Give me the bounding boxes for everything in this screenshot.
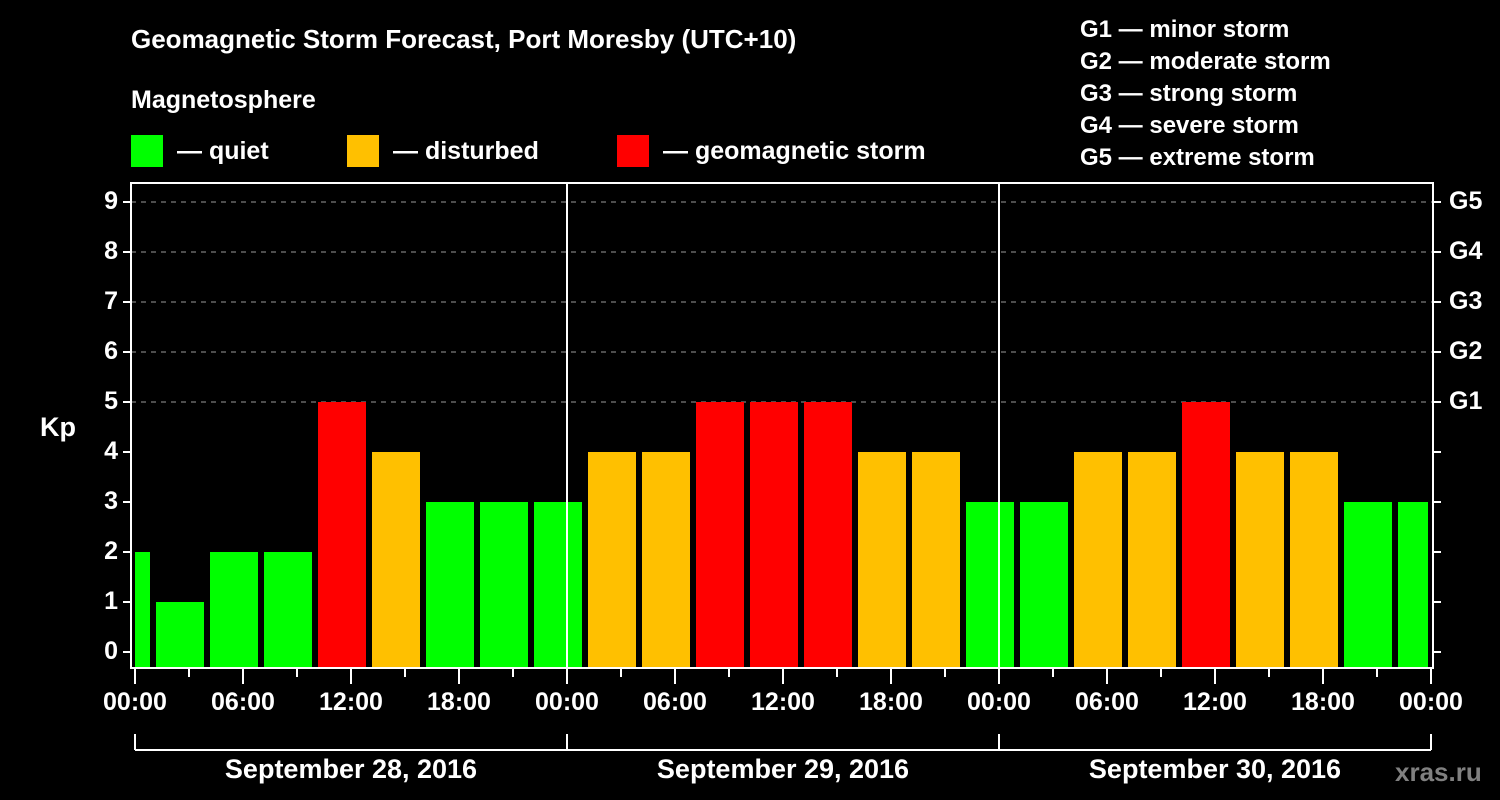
date-label: September 29, 2016 xyxy=(656,754,910,784)
x-tick-label: 18:00 xyxy=(1291,688,1355,716)
x-tick-label: 06:00 xyxy=(1075,688,1139,716)
legend-quiet: — quiet xyxy=(131,134,269,168)
legend-swatch-disturbed xyxy=(347,135,379,167)
kp-bar-disturbed xyxy=(1128,452,1176,667)
y-tick-label: 2 xyxy=(104,537,118,565)
x-tick-label: 12:00 xyxy=(751,688,815,716)
x-tick-label: 00:00 xyxy=(535,688,599,716)
g-scale-legend: G1 — minor storm G2 — moderate storm G3 … xyxy=(1080,14,1331,174)
y-tick-label: 5 xyxy=(104,387,118,415)
g-tick-label: G3 xyxy=(1449,287,1483,315)
kp-bar-storm xyxy=(750,402,798,667)
legend-label-storm: — geomagnetic storm xyxy=(663,136,926,165)
kp-bar-quiet xyxy=(1398,502,1428,667)
x-tick-label: 12:00 xyxy=(1183,688,1247,716)
legend-swatch-storm xyxy=(617,135,649,167)
legend-storm: — geomagnetic storm xyxy=(617,134,926,168)
date-label: September 30, 2016 xyxy=(1088,754,1342,784)
g-tick-label: G4 xyxy=(1449,237,1483,265)
kp-bar-quiet xyxy=(534,502,582,667)
g1-legend: G1 — minor storm xyxy=(1080,16,1290,43)
kp-bar-quiet xyxy=(480,502,528,667)
kp-bar-quiet xyxy=(210,552,258,667)
legend-label-disturbed: — disturbed xyxy=(393,136,539,165)
x-tick-label: 18:00 xyxy=(859,688,923,716)
x-tick-label: 06:00 xyxy=(211,688,275,716)
kp-bar-storm xyxy=(696,402,744,667)
y-tick-label: 7 xyxy=(104,287,118,315)
g2-legend: G2 — moderate storm xyxy=(1080,48,1331,75)
kp-bar-disturbed xyxy=(372,452,420,667)
kp-bar-storm xyxy=(318,402,366,667)
g5-legend: G5 — extreme storm xyxy=(1080,144,1315,171)
legend-label-quiet: — quiet xyxy=(177,136,269,165)
magnetosphere-label: Magnetosphere xyxy=(131,86,316,114)
date-label: September 28, 2016 xyxy=(224,754,478,784)
kp-bar-disturbed xyxy=(1290,452,1338,667)
legend-swatch-quiet xyxy=(131,135,163,167)
y-axis-label: Kp xyxy=(40,412,76,442)
kp-bar-quiet xyxy=(1344,502,1392,667)
kp-bar-disturbed xyxy=(912,452,960,667)
legend-disturbed: — disturbed xyxy=(347,134,539,168)
x-tick-label: 12:00 xyxy=(319,688,383,716)
kp-bar-disturbed xyxy=(1074,452,1122,667)
chart-title: Geomagnetic Storm Forecast, Port Moresby… xyxy=(131,24,797,54)
kp-bar-disturbed xyxy=(1236,452,1284,667)
x-tick-label: 00:00 xyxy=(967,688,1031,716)
x-tick-label: 00:00 xyxy=(1399,688,1463,716)
kp-bar-quiet xyxy=(966,502,1014,667)
grid-lines xyxy=(131,201,1433,403)
y-tick-label: 4 xyxy=(104,437,118,465)
kp-bar-disturbed xyxy=(642,452,690,667)
kp-bar-quiet xyxy=(135,552,150,667)
g-tick-label: G2 xyxy=(1449,337,1483,365)
g-tick-label: G1 xyxy=(1449,387,1483,415)
y-tick-label: 9 xyxy=(104,187,118,215)
g4-legend: G4 — severe storm xyxy=(1080,112,1299,139)
y-tick-label: 1 xyxy=(104,587,118,615)
kp-bar-storm xyxy=(1182,402,1230,667)
g3-legend: G3 — strong storm xyxy=(1080,80,1298,107)
kp-bar-quiet xyxy=(426,502,474,667)
y-tick-label: 6 xyxy=(104,337,118,365)
y-tick-label: 0 xyxy=(104,637,118,665)
kp-bar-storm xyxy=(804,402,852,667)
y-tick-label: 8 xyxy=(104,237,118,265)
kp-bar-quiet xyxy=(156,602,204,667)
x-tick-label: 06:00 xyxy=(643,688,707,716)
kp-bar-quiet xyxy=(1020,502,1068,667)
kp-bar-quiet xyxy=(264,552,312,667)
kp-bars xyxy=(135,402,1428,667)
axes xyxy=(123,182,1441,751)
credit-watermark: xras.ru xyxy=(1395,757,1482,787)
y-tick-label: 3 xyxy=(104,487,118,515)
x-tick-label: 18:00 xyxy=(427,688,491,716)
g-tick-label: G5 xyxy=(1449,187,1483,215)
kp-bar-disturbed xyxy=(588,452,636,667)
x-tick-label: 00:00 xyxy=(103,688,167,716)
kp-bar-disturbed xyxy=(858,452,906,667)
